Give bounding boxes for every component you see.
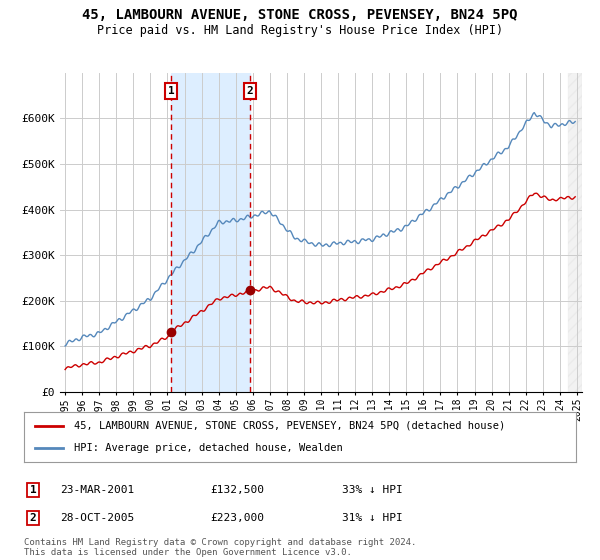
Text: £132,500: £132,500 [210,485,264,495]
Text: 31% ↓ HPI: 31% ↓ HPI [342,513,403,523]
Text: 2: 2 [247,86,253,96]
Text: 2: 2 [29,513,37,523]
Text: Contains HM Land Registry data © Crown copyright and database right 2024.
This d: Contains HM Land Registry data © Crown c… [24,538,416,557]
Text: £223,000: £223,000 [210,513,264,523]
Text: 1: 1 [168,86,175,96]
Text: 45, LAMBOURN AVENUE, STONE CROSS, PEVENSEY, BN24 5PQ: 45, LAMBOURN AVENUE, STONE CROSS, PEVENS… [82,8,518,22]
Text: 45, LAMBOURN AVENUE, STONE CROSS, PEVENSEY, BN24 5PQ (detached house): 45, LAMBOURN AVENUE, STONE CROSS, PEVENS… [74,421,505,431]
Text: 33% ↓ HPI: 33% ↓ HPI [342,485,403,495]
Text: HPI: Average price, detached house, Wealden: HPI: Average price, detached house, Weal… [74,443,343,453]
Text: 23-MAR-2001: 23-MAR-2001 [60,485,134,495]
Bar [171,73,250,392]
Bar [568,73,582,392]
Text: 1: 1 [29,485,37,495]
Text: 28-OCT-2005: 28-OCT-2005 [60,513,134,523]
Text: Price paid vs. HM Land Registry's House Price Index (HPI): Price paid vs. HM Land Registry's House … [97,24,503,37]
